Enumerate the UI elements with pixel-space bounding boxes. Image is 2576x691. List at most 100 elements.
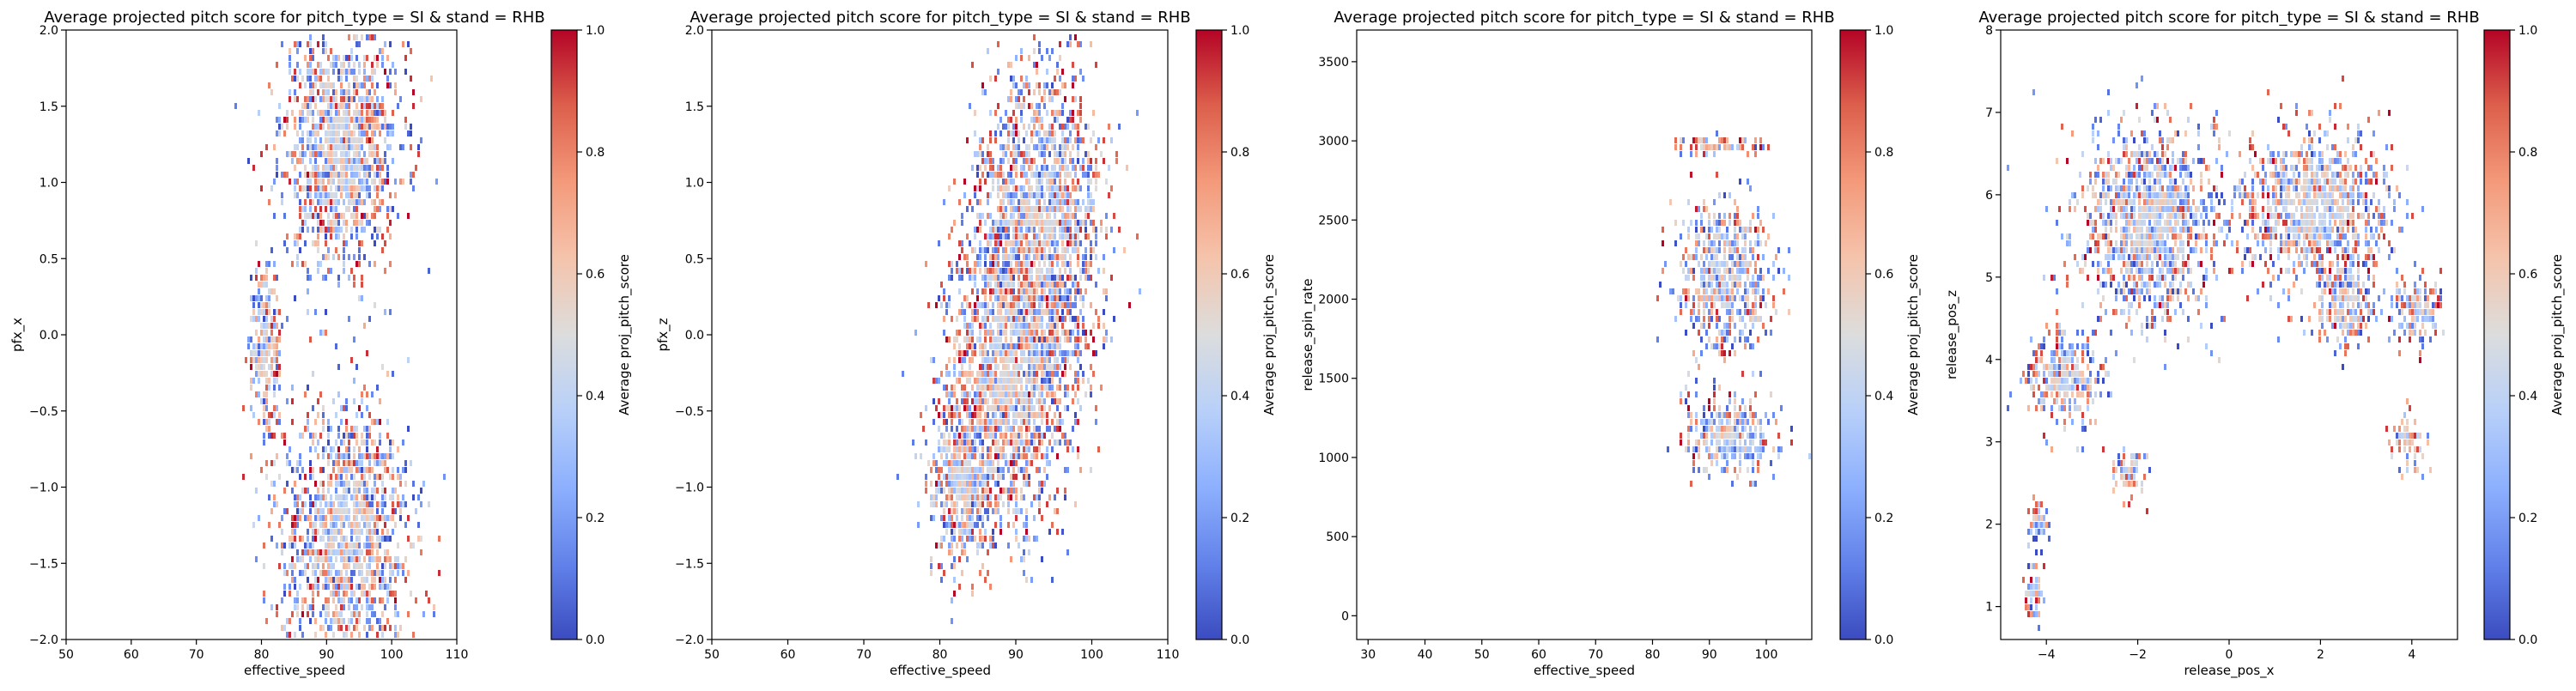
heatmap-cell xyxy=(1048,55,1051,61)
heatmap-cell xyxy=(337,542,340,549)
heatmap-cell xyxy=(255,330,258,336)
heatmap-cell xyxy=(1038,227,1041,233)
heatmap-cell xyxy=(1010,130,1012,136)
heatmap-cell xyxy=(353,82,355,88)
heatmap-cell xyxy=(358,618,361,624)
heatmap-cell xyxy=(969,240,971,246)
heatmap-cell xyxy=(309,549,312,555)
heatmap-cell xyxy=(361,220,363,226)
heatmap-cell xyxy=(1095,405,1097,411)
heatmap-cell xyxy=(296,96,299,102)
heatmap-cell xyxy=(335,460,337,466)
heatmap-cell xyxy=(358,117,361,123)
heatmap-cell xyxy=(1059,165,1061,171)
heatmap-cell xyxy=(1077,158,1079,164)
heatmap-cell xyxy=(337,213,340,219)
heatmap-cell xyxy=(361,137,363,143)
heatmap-cell xyxy=(296,48,299,54)
heatmap-cell xyxy=(337,460,340,466)
heatmap-cell xyxy=(314,144,317,150)
heatmap-cell xyxy=(273,385,276,391)
heatmap-cell xyxy=(353,172,355,178)
heatmap-cell xyxy=(330,268,332,274)
heatmap-cell xyxy=(994,522,997,528)
heatmap-cell xyxy=(312,584,314,590)
heatmap-cell xyxy=(270,508,273,514)
heatmap-cell xyxy=(997,275,999,281)
heatmap-cell xyxy=(361,82,363,88)
heatmap-cell xyxy=(379,433,381,439)
heatmap-cell xyxy=(330,227,332,233)
heatmap-cell xyxy=(374,179,376,185)
heatmap-cell xyxy=(371,611,374,617)
heatmap-cell xyxy=(384,110,386,116)
heatmap-cell xyxy=(355,618,358,624)
heatmap-cell xyxy=(1092,336,1095,342)
heatmap-cell xyxy=(337,144,340,150)
heatmap-cell xyxy=(335,110,337,116)
heatmap-cell xyxy=(368,144,371,150)
heatmap-cell xyxy=(1061,130,1064,136)
heatmap-cell xyxy=(1048,213,1051,219)
heatmap-cell xyxy=(314,82,317,88)
heatmap-cell xyxy=(263,275,265,281)
heatmap-cell xyxy=(1033,117,1036,123)
heatmap-cell xyxy=(1066,302,1069,308)
heatmap-cell xyxy=(1087,233,1090,239)
heatmap-cell xyxy=(319,199,322,205)
heatmap-cell xyxy=(1084,275,1087,281)
heatmap-cell xyxy=(337,117,340,123)
heatmap-cell xyxy=(397,467,399,473)
heatmap-cell xyxy=(1038,254,1041,260)
heatmap-cell xyxy=(381,48,384,54)
heatmap-cell xyxy=(286,481,289,487)
heatmap-cell xyxy=(286,247,289,253)
heatmap-cell xyxy=(353,96,355,102)
heatmap-cell xyxy=(270,247,273,253)
heatmap-cell xyxy=(265,350,268,356)
heatmap-cell xyxy=(353,185,355,191)
heatmap-cell xyxy=(1051,323,1054,329)
heatmap-cell xyxy=(386,82,389,88)
heatmap-cell xyxy=(332,501,335,507)
heatmap-cell xyxy=(350,618,353,624)
heatmap-cell xyxy=(348,508,350,514)
heatmap-cell xyxy=(374,130,376,136)
heatmap-cell xyxy=(312,130,314,136)
heatmap-cell xyxy=(1077,206,1079,212)
heatmap-cell xyxy=(327,419,330,425)
heatmap-cell xyxy=(379,439,381,446)
heatmap-cell xyxy=(384,467,386,473)
heatmap-cell xyxy=(1043,82,1046,88)
heatmap-cell xyxy=(317,563,319,569)
heatmap-cell xyxy=(1092,323,1095,329)
heatmap-cell xyxy=(371,34,374,40)
heatmap-cell xyxy=(1072,179,1074,185)
heatmap-cell xyxy=(299,137,301,143)
heatmap-cell xyxy=(363,103,366,109)
heatmap-cell xyxy=(289,48,291,54)
heatmap-cell xyxy=(1077,323,1079,329)
heatmap-cell xyxy=(394,508,397,514)
heatmap-cell xyxy=(327,199,330,205)
heatmap-cell xyxy=(368,460,371,466)
heatmap-cell xyxy=(374,110,376,116)
heatmap-cell xyxy=(327,165,330,171)
heatmap-cell xyxy=(268,323,270,329)
heatmap-cell xyxy=(325,172,327,178)
heatmap-cell xyxy=(299,536,301,542)
heatmap-cell xyxy=(1077,179,1079,185)
heatmap-cell xyxy=(353,192,355,198)
heatmap-cell xyxy=(265,618,268,624)
heatmap-cell xyxy=(394,591,397,597)
heatmap-cell xyxy=(296,144,299,150)
heatmap-cell xyxy=(309,137,312,143)
heatmap-cell xyxy=(379,130,381,136)
heatmap-cell xyxy=(435,179,438,185)
heatmap-cell xyxy=(327,597,330,603)
heatmap-cell xyxy=(250,453,252,459)
heatmap-cell xyxy=(307,412,309,418)
heatmap-cell xyxy=(1064,391,1066,397)
heatmap-cell xyxy=(394,577,397,583)
heatmap-cell xyxy=(392,371,394,377)
